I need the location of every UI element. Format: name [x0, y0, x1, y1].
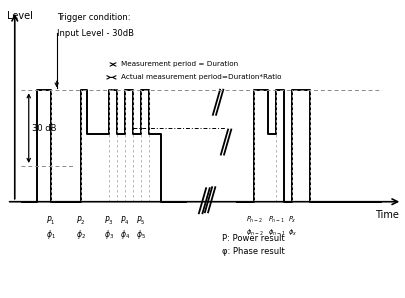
Text: $\phi_5$: $\phi_5$ — [136, 228, 145, 240]
Text: $P_{n-1}$: $P_{n-1}$ — [268, 215, 285, 225]
Text: $\phi_1$: $\phi_1$ — [46, 228, 55, 240]
Text: $\phi_2$: $\phi_2$ — [76, 228, 85, 240]
Text: $P_5$: $P_5$ — [136, 215, 145, 227]
Text: P: Power result: P: Power result — [222, 234, 285, 243]
Text: $\phi_x$: $\phi_x$ — [288, 228, 297, 238]
Text: Measurement period = Duration: Measurement period = Duration — [122, 61, 239, 67]
Text: Input Level - 30dB: Input Level - 30dB — [57, 29, 134, 38]
Text: Time: Time — [375, 210, 399, 220]
Text: $P_1$: $P_1$ — [46, 215, 55, 227]
Text: $\phi_{n-1}$: $\phi_{n-1}$ — [268, 228, 285, 238]
Text: $P_2$: $P_2$ — [76, 215, 85, 227]
Text: Trigger condition:: Trigger condition: — [57, 13, 130, 22]
Text: Actual measurement period=Duration*Ratio: Actual measurement period=Duration*Ratio — [122, 74, 282, 80]
Text: $P_x$: $P_x$ — [288, 215, 297, 225]
Text: $P_{n-2}$: $P_{n-2}$ — [246, 215, 263, 225]
Text: φ: Phase result: φ: Phase result — [222, 247, 285, 257]
Text: $P_4$: $P_4$ — [120, 215, 130, 227]
Text: $\phi_3$: $\phi_3$ — [104, 228, 114, 240]
Text: $\phi_4$: $\phi_4$ — [119, 228, 130, 240]
Text: $P_3$: $P_3$ — [104, 215, 113, 227]
Text: 30 dB: 30 dB — [32, 124, 56, 133]
Text: $\phi_{n-2}$: $\phi_{n-2}$ — [246, 228, 263, 238]
Text: Level: Level — [7, 11, 33, 21]
